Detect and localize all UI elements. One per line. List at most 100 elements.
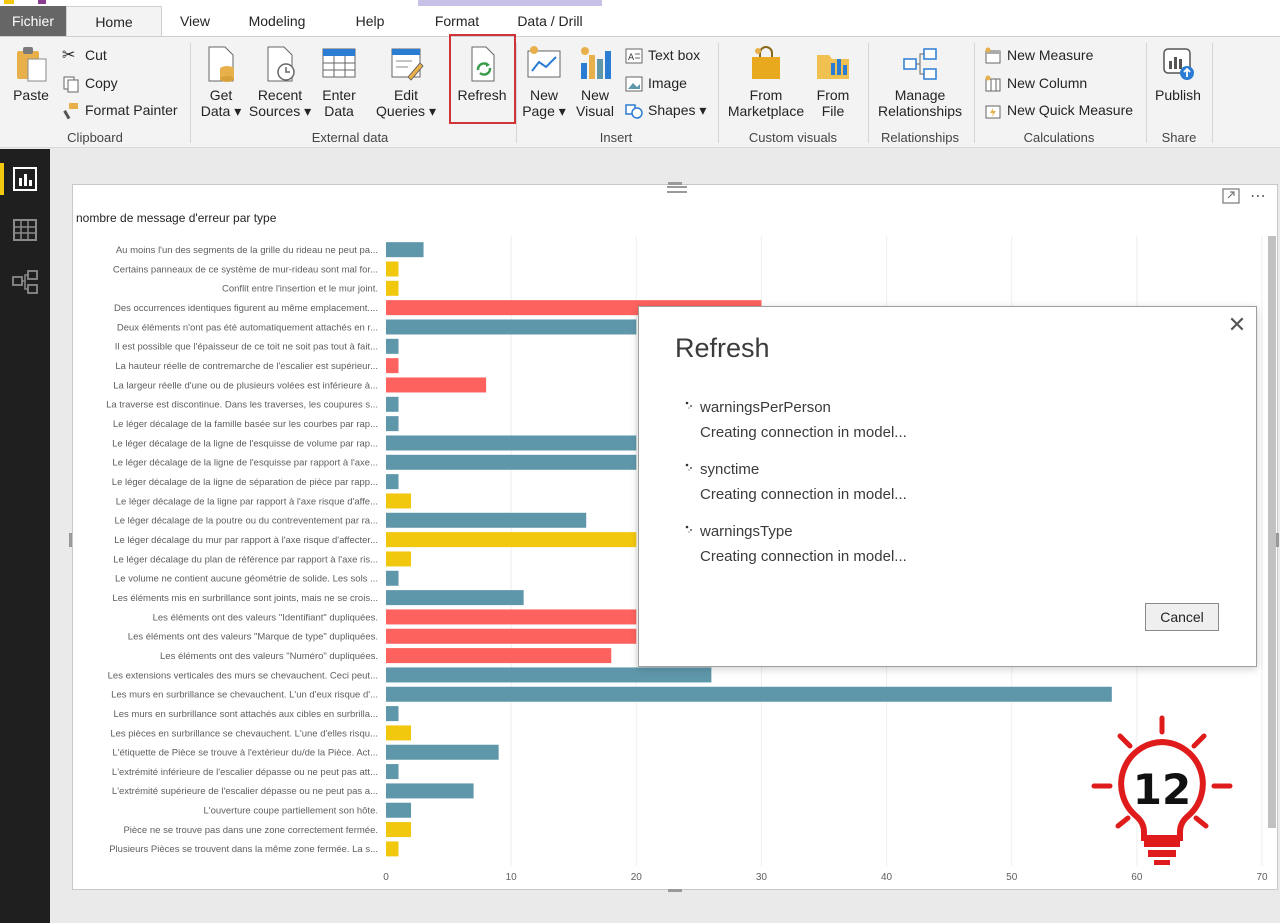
drag-handle-icon[interactable] <box>667 186 687 188</box>
svg-text:A: A <box>628 53 635 63</box>
app-logo-icon <box>4 0 14 4</box>
manage-relationships-label-1: Manage <box>894 87 946 103</box>
drag-handle-icon-line <box>667 191 687 193</box>
cut-label: Cut <box>85 47 107 63</box>
recent-sources-button[interactable]: Recent Sources ▾ <box>248 45 312 119</box>
new-column-label: New Column <box>1007 75 1088 91</box>
tab-fichier[interactable]: Fichier <box>0 6 66 36</box>
new-column-button[interactable]: New Column <box>984 72 1087 94</box>
resize-handle-bottom[interactable] <box>668 889 682 892</box>
new-page-label-2: Page ▾ <box>522 103 566 119</box>
group-separator <box>1146 43 1147 143</box>
paste-button[interactable]: Paste <box>8 45 54 103</box>
refresh-icon <box>471 46 495 82</box>
refresh-item-name: warningsPerPerson <box>700 399 831 416</box>
copy-icon <box>63 76 79 93</box>
publish-button[interactable]: Publish <box>1150 45 1206 103</box>
recent-sources-label-1: Recent <box>257 87 303 103</box>
group-label-share: Share <box>1161 130 1197 145</box>
cut-button[interactable]: ✂ Cut <box>62 44 107 66</box>
new-page-icon <box>527 46 561 78</box>
folder-icon <box>817 55 849 79</box>
format-painter-button[interactable]: Format Painter <box>62 99 178 121</box>
image-button[interactable]: Image <box>625 72 687 94</box>
refresh-label: Refresh <box>457 87 507 103</box>
logo-number: 12 <box>1133 765 1191 814</box>
edit-queries-button[interactable]: Edit Queries ▾ <box>374 45 438 119</box>
cancel-button[interactable]: Cancel <box>1145 603 1219 631</box>
brush-icon <box>63 103 78 120</box>
text-box-icon: A <box>625 48 643 64</box>
refresh-dialog: Refresh ✕ warningsPerPerson Creating con… <box>638 306 1257 667</box>
text-box-button[interactable]: A Text box <box>625 44 700 66</box>
refresh-item-name: synctime <box>700 461 760 478</box>
dialog-title: Refresh <box>675 333 770 363</box>
tab-view[interactable]: View <box>179 13 211 29</box>
enter-data-button[interactable]: Enter Data <box>316 45 362 119</box>
recent-sources-label-2: Sources ▾ <box>248 103 312 119</box>
copy-button[interactable]: Copy <box>62 72 118 94</box>
group-separator <box>1212 43 1213 143</box>
paste-icon <box>17 47 47 82</box>
from-marketplace-label-2: Marketplace <box>727 103 805 119</box>
ribbon: Paste ✂ Cut Copy Format Painter Clipboard… <box>0 36 1280 148</box>
from-marketplace-button[interactable]: From Marketplace <box>724 45 808 119</box>
group-separator <box>718 43 719 143</box>
chart-scrollbar[interactable] <box>1268 236 1276 828</box>
manage-relationships-button[interactable]: Manage Relationships <box>872 45 968 119</box>
data-view-icon[interactable] <box>12 217 38 243</box>
group-label-clipboard: Clipboard <box>67 130 123 145</box>
tab-data-drill[interactable]: Data / Drill <box>517 13 583 29</box>
new-measure-label: New Measure <box>1007 47 1094 63</box>
from-file-button[interactable]: From File <box>810 45 856 119</box>
tab-modeling[interactable]: Modeling <box>248 13 306 29</box>
group-separator <box>974 43 975 143</box>
group-separator <box>190 43 191 143</box>
model-view-icon[interactable] <box>12 269 38 295</box>
enter-data-label-1: Enter <box>322 87 356 103</box>
tab-help[interactable]: Help <box>355 13 385 29</box>
refresh-item-status: Creating connection in model... <box>700 424 907 441</box>
report-view-icon[interactable] <box>12 166 38 192</box>
new-visual-button[interactable]: New Visual <box>572 45 618 119</box>
resize-handle-left[interactable] <box>69 533 72 547</box>
chart-title: nombre de message d'erreur par type <box>76 211 277 225</box>
tab-format[interactable]: Format <box>434 13 480 29</box>
copy-label: Copy <box>85 75 118 91</box>
from-marketplace-label-1: From <box>749 87 783 103</box>
contextual-tab-indicator <box>418 0 602 6</box>
shapes-label: Shapes ▾ <box>648 102 707 118</box>
shapes-icon <box>625 104 643 120</box>
refresh-button[interactable]: Refresh <box>450 45 514 103</box>
format-painter-label: Format Painter <box>85 102 178 118</box>
enter-data-label-2: Data <box>324 103 354 119</box>
new-measure-button[interactable]: New Measure <box>984 44 1093 66</box>
app-icon <box>38 0 46 4</box>
refresh-highlight-box <box>449 34 516 124</box>
new-visual-icon <box>581 47 611 79</box>
resize-handle-right[interactable] <box>1276 533 1279 547</box>
tab-home[interactable]: Home <box>66 6 162 37</box>
lightbulb-logo-icon: 12 <box>1091 715 1233 865</box>
group-separator <box>516 43 517 143</box>
get-data-button[interactable]: Get Data ▾ <box>198 45 244 119</box>
more-options-icon[interactable]: ⋯ <box>1250 188 1266 205</box>
chart-scrollbar-thumb[interactable] <box>1268 236 1276 828</box>
new-visual-label-1: New <box>580 87 609 103</box>
close-icon[interactable]: ✕ <box>1227 312 1247 337</box>
edit-queries-label-1: Edit <box>393 87 419 103</box>
new-page-button[interactable]: New Page ▾ <box>520 45 568 119</box>
resize-handle-top[interactable] <box>668 182 682 185</box>
refresh-item-name: warningsType <box>700 523 793 540</box>
publish-label: Publish <box>1155 87 1201 103</box>
manage-relationships-label-2: Relationships <box>877 103 963 119</box>
focus-mode-icon[interactable] <box>1222 188 1240 204</box>
new-page-label-1: New <box>529 87 558 103</box>
new-quick-measure-button[interactable]: New Quick Measure <box>984 99 1133 121</box>
quick-measure-icon <box>985 105 1001 119</box>
new-visual-label-2: Visual <box>576 103 614 119</box>
edit-queries-icon <box>391 48 424 81</box>
group-label-relationships: Relationships <box>880 130 960 145</box>
shapes-button[interactable]: Shapes ▾ <box>625 99 706 121</box>
get-data-icon <box>208 46 234 82</box>
